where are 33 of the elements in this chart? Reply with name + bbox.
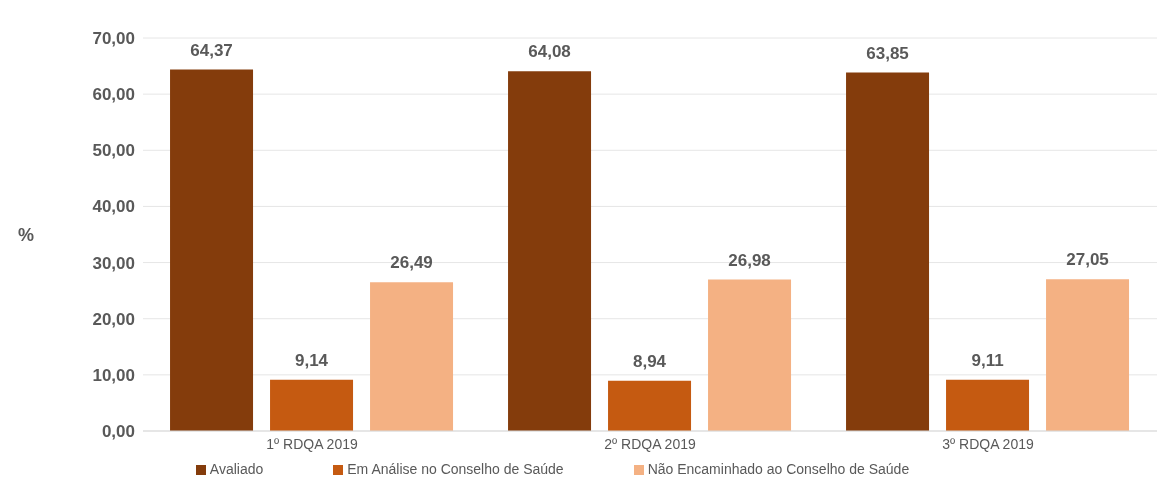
y-tick-label: 10,00 [92,365,135,385]
bar [846,72,930,431]
bar [1046,279,1130,431]
data-label: 63,85 [866,43,909,63]
data-label: 27,05 [1066,250,1109,270]
legend-label: Avaliado [209,461,264,477]
data-label: 9,14 [294,350,329,370]
data-label: 8,94 [632,351,667,371]
bar [708,279,792,431]
y-tick-label: 70,00 [92,29,135,49]
x-tick-label: 3º RDQA 2019 [942,435,1034,452]
bar [270,379,354,431]
y-tick-label: 30,00 [92,253,135,273]
y-tick-label: 0,00 [101,422,135,442]
data-label: 64,37 [190,40,233,60]
bar [170,69,254,431]
y-tick-label: 50,00 [92,141,135,161]
data-label: 64,08 [528,42,571,62]
data-label: 26,49 [390,253,433,273]
y-tick-label: 20,00 [92,309,135,329]
data-label: 26,98 [728,250,771,270]
x-tick-label: 1º RDQA 2019 [266,435,358,452]
x-tick-label: 2º RDQA 2019 [604,435,696,452]
legend-label: Em Análise no Conselho de Saúde [347,461,564,477]
bar [608,380,692,431]
y-axis-title: % [18,224,35,245]
bar [508,71,592,431]
data-label: 9,11 [971,350,1004,370]
bar [370,282,454,431]
y-tick-label: 40,00 [92,197,135,217]
legend-label: Não Encaminhado ao Conselho de Saúde [647,461,910,477]
bar [946,379,1030,431]
y-tick-label: 60,00 [92,85,135,105]
